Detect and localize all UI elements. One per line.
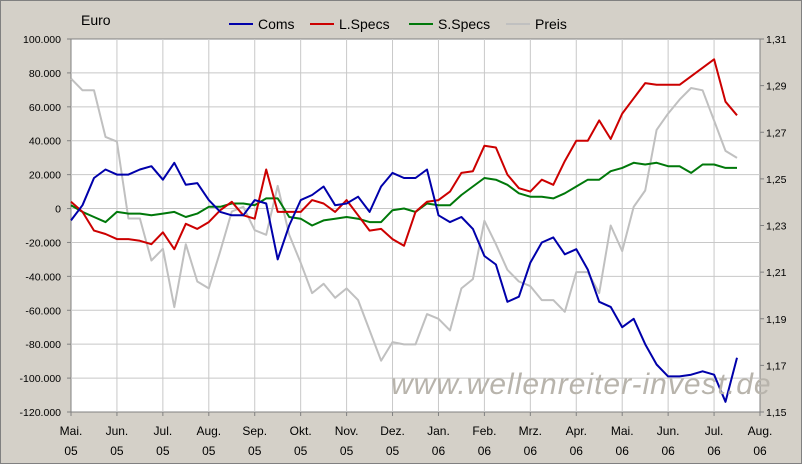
- x-tick-label-year: 06: [570, 444, 584, 458]
- y-left-tick-label: -60.000: [25, 305, 61, 317]
- y-left-tick-label: 0: [55, 204, 61, 216]
- x-tick-label-year: 05: [340, 444, 354, 458]
- y-left-tick-label: 60.000: [29, 102, 61, 114]
- x-tick-label-month: Jul.: [705, 424, 724, 438]
- y-left-tick-label: 20.000: [29, 170, 61, 182]
- series-lines: [70, 58, 738, 403]
- x-tick-label-year: 05: [386, 444, 400, 458]
- y-left-tick-label: -20.000: [25, 237, 61, 249]
- y-left-tick-label: -40.000: [25, 271, 61, 283]
- x-tick-label-month: Mai.: [611, 424, 634, 438]
- x-tick-label-year: 05: [110, 444, 124, 458]
- watermark: www.wellenreiter-invest.de: [391, 368, 772, 401]
- x-tick-label-month: Okt.: [290, 424, 312, 438]
- x-tick-label-year: 05: [248, 444, 262, 458]
- series-line-coms: [70, 161, 738, 403]
- x-tick-label-month: Jan.: [427, 424, 450, 438]
- x-tick-label-year: 06: [661, 444, 675, 458]
- y-right-tick-label: 1,29: [766, 81, 787, 93]
- legend-label: S.Specs: [438, 16, 490, 32]
- y-right-tick-label: 1,31: [766, 34, 787, 46]
- x-tick-label-year: 06: [432, 444, 446, 458]
- series-line-sspecs: [70, 161, 737, 227]
- x-tick-label-month: Jun.: [657, 424, 680, 438]
- legend-label: Preis: [535, 16, 567, 32]
- x-tick-label-month: Jul.: [154, 424, 173, 438]
- x-tick-label-month: Sep.: [242, 424, 267, 438]
- y-right-tick-label: 1,27: [766, 127, 787, 139]
- x-tick-label-month: Mai.: [60, 424, 83, 438]
- series-line-lspecs: [70, 58, 738, 251]
- y-unit-label: Euro: [81, 12, 111, 28]
- y-right-tick-label: 1,25: [766, 174, 787, 186]
- x-tick-label-year: 06: [707, 444, 721, 458]
- gridlines: [71, 39, 760, 412]
- y-left-tick-label: 100.000: [23, 34, 61, 46]
- legend: Coms L.Specs S.Specs Preis: [229, 16, 567, 32]
- plot-area: [70, 38, 761, 413]
- x-tick-label-month: Jun.: [106, 424, 129, 438]
- y-left-tick-label: -120.000: [20, 407, 62, 419]
- x-tick-label-year: 06: [616, 444, 630, 458]
- x-tick-label-year: 05: [294, 444, 308, 458]
- legend-label: L.Specs: [339, 16, 390, 32]
- series-line-preis: [70, 77, 738, 362]
- x-tick-label-month: Dez.: [380, 424, 405, 438]
- y-left-tick-label: -80.000: [25, 339, 61, 351]
- x-tick-label-month: Feb.: [472, 424, 496, 438]
- y-right-tick-label: 1,23: [766, 221, 787, 233]
- y-axis-right: 1,31 1,29 1,27 1,25 1,23 1,21 1,19 1,17 1,15: [760, 34, 787, 419]
- y-left-tick-label: 80.000: [29, 68, 61, 80]
- x-tick-label-month: Aug.: [748, 424, 773, 438]
- x-tick-label-year: 05: [64, 444, 78, 458]
- legend-label: Coms: [258, 16, 295, 32]
- x-tick-label-year: 05: [202, 444, 216, 458]
- x-tick-label-month: Apr.: [566, 424, 587, 438]
- x-tick-label-year: 06: [478, 444, 492, 458]
- y-right-tick-label: 1,21: [766, 267, 787, 279]
- y-right-tick-label: 1,19: [766, 314, 787, 326]
- y-left-tick-label: 40.000: [29, 136, 61, 148]
- x-tick-label-month: Aug.: [196, 424, 221, 438]
- x-tick-label-year: 05: [156, 444, 170, 458]
- y-axis-left: 100.000 80.000 60.000 40.000 20.000 0 -20.000 -…: [20, 34, 71, 419]
- x-tick-label-month: Mrz.: [519, 424, 542, 438]
- y-right-tick-label: 1,15: [766, 407, 787, 419]
- x-axis: Mai. 05 Jun. 05 Jul. 05 Aug. 05 Sep. 05 Okt. 05 Nov.…: [60, 412, 773, 458]
- y-left-tick-label: -100.000: [20, 373, 62, 385]
- y-right-tick-label: 1,17: [766, 360, 787, 372]
- x-tick-label-year: 06: [753, 444, 767, 458]
- x-tick-label-month: Nov.: [335, 424, 359, 438]
- x-tick-label-year: 06: [524, 444, 538, 458]
